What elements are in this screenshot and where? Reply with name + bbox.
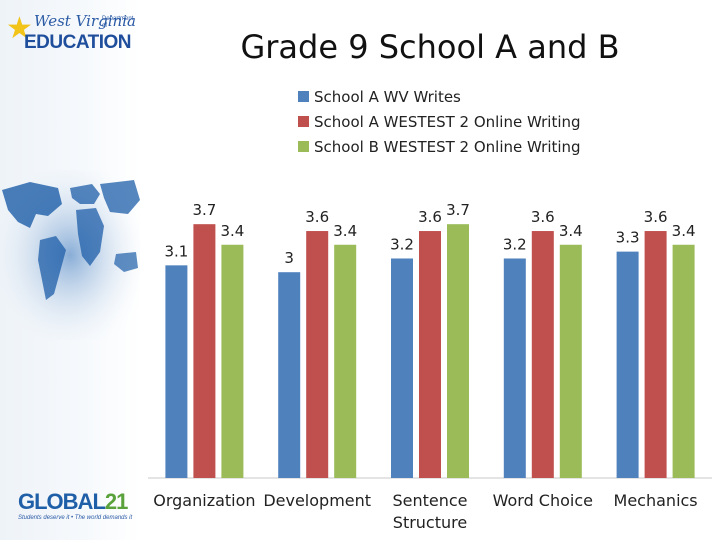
world-map-icon (0, 170, 140, 340)
legend-entry: School A WESTEST 2 Online Writing (314, 113, 581, 131)
legend-swatch (298, 116, 309, 127)
category-label: Sentence (392, 491, 467, 510)
data-label: 3.6 (418, 208, 442, 226)
data-label: 3.2 (390, 235, 414, 253)
global21-logo: GLOBAL21 Students deserve it • The world… (18, 490, 138, 530)
chart-legend: School A WV Writes School A WESTEST 2 Onl… (298, 88, 581, 156)
data-label: 3.1 (164, 242, 188, 260)
global21-word: GLOBAL (18, 489, 106, 514)
data-label: 3.4 (333, 222, 357, 240)
bar (306, 231, 329, 478)
chart-title: Grade 9 School A and B (240, 28, 620, 66)
category-label: Word Choice (493, 491, 593, 510)
bar (672, 244, 695, 478)
global21-number: 21 (104, 489, 129, 514)
data-label: 3.6 (644, 208, 668, 226)
wv-logo-state: West Virginia (34, 12, 136, 30)
bar (447, 224, 469, 478)
legend-entry: School A WV Writes (314, 88, 461, 106)
category-label: Development (263, 491, 371, 510)
data-label: 3 (284, 249, 294, 267)
bar (165, 265, 188, 478)
wv-education-logo: ★ West Virginia Department of EDUCATION (6, 8, 136, 60)
legend-swatch (298, 91, 309, 102)
global21-tagline: Students deserve it • The world demands … (18, 515, 133, 521)
data-label: 3.7 (192, 201, 216, 219)
data-label: 3.7 (446, 201, 470, 219)
legend-entry: School B WESTEST 2 Online Writing (314, 138, 581, 156)
category-label: Structure (393, 513, 467, 532)
data-label: 3.6 (305, 208, 329, 226)
bar (221, 244, 244, 478)
category-label: Organization (153, 491, 255, 510)
bar (193, 224, 216, 478)
data-label: 3.4 (559, 222, 583, 240)
bar (503, 258, 526, 478)
star-icon: ★ (6, 12, 33, 45)
data-label: 3.4 (220, 222, 244, 240)
sidebar: ★ West Virginia Department of EDUCATION … (0, 0, 140, 540)
legend-swatch (298, 141, 309, 152)
category-label: Mechanics (614, 491, 698, 510)
bar (391, 258, 413, 478)
bar (419, 231, 441, 478)
wv-logo-education: EDUCATION (24, 32, 132, 53)
bar (334, 244, 357, 478)
data-label: 3.4 (672, 222, 696, 240)
bar-chart: School A WV Writes School A WESTEST 2 Onl… (148, 88, 712, 532)
bar (559, 244, 582, 478)
data-label: 3.3 (616, 229, 640, 247)
bar (616, 251, 639, 478)
bar (278, 272, 301, 478)
bar (531, 231, 554, 478)
bar (644, 231, 667, 478)
wv-logo-dept: Department of (102, 16, 134, 29)
data-label: 3.6 (531, 208, 555, 226)
data-label: 3.2 (503, 235, 527, 253)
